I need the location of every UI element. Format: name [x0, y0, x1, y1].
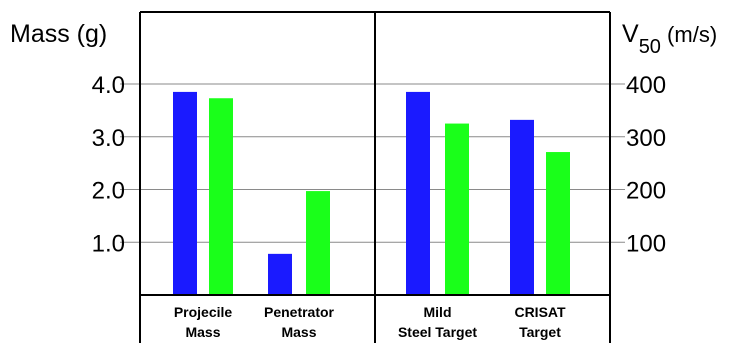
category-label: Mild: [424, 304, 452, 320]
category-label: CRISAT: [514, 304, 566, 320]
gridlines: [120, 83, 625, 243]
category-label: Target: [519, 324, 561, 340]
bar-blue: [173, 91, 197, 295]
bar-blue: [268, 253, 292, 295]
category-label: Penetrator: [264, 304, 335, 320]
left-tick-label: 3.0: [92, 125, 125, 152]
bar-green: [306, 191, 330, 295]
left-tick-label: 1.0: [92, 230, 125, 257]
plot-frame: [139, 11, 611, 343]
right-tick-label: 300: [626, 125, 666, 152]
right-tick-label: 400: [626, 72, 666, 99]
bar-blue: [406, 91, 430, 295]
category-label: Mass: [281, 324, 316, 340]
labels: Projecile Mass Penetrator Mass Mild Steel Tar…: [10, 20, 717, 340]
category-label: Steel Target: [398, 324, 477, 340]
bar-green: [445, 123, 469, 295]
right-axis-title: V50 (m/s): [622, 20, 717, 58]
category-label: Projecile: [174, 304, 233, 320]
left-tick-label: 4.0: [92, 72, 125, 99]
left-axis-title: Mass (g): [10, 20, 107, 48]
bar-green: [546, 152, 570, 295]
category-label: Mass: [185, 324, 220, 340]
left-tick-label: 2.0: [92, 178, 125, 205]
bar-green: [209, 98, 233, 296]
right-tick-label: 200: [626, 178, 666, 205]
right-tick-label: 100: [626, 230, 666, 257]
bar-blue: [510, 119, 534, 296]
bars: [173, 91, 570, 296]
